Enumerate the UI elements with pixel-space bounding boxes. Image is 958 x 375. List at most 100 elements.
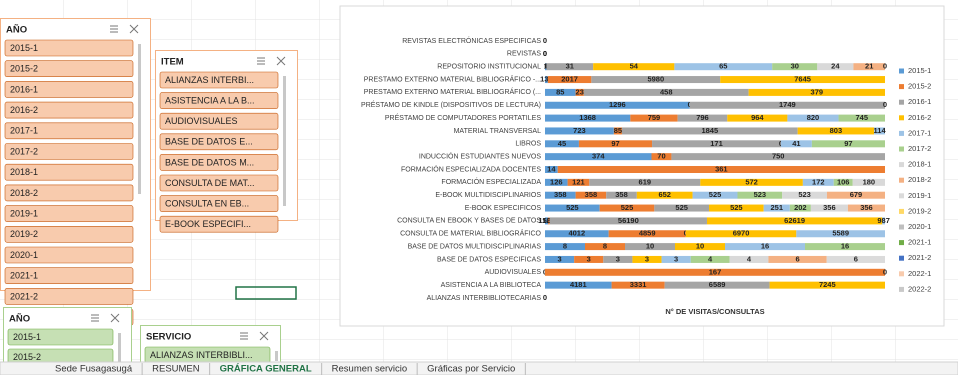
sheet-tab[interactable]: GRÁFICA GENERAL (220, 364, 312, 375)
slicer-item[interactable] (4, 122, 134, 140)
sheet-tab[interactable]: RESUMEN (152, 364, 200, 375)
selected-cell[interactable] (235, 286, 297, 300)
category-label: ASISTENCIA A LA BIBLIOTECA (441, 282, 542, 289)
data-label: 16 (841, 242, 849, 251)
slicer-item-label[interactable]: 2021-1 (10, 271, 38, 281)
slicer-item[interactable] (7, 328, 114, 346)
slicer-item[interactable] (4, 246, 134, 264)
slicer-item-label[interactable]: 2019-1 (10, 208, 38, 218)
slicer-item-label[interactable]: 2018-1 (10, 167, 38, 177)
slicer-item-label[interactable]: 2018-2 (10, 188, 38, 198)
slicer-item-label[interactable]: 2015-2 (10, 64, 38, 74)
slicer-item[interactable] (4, 205, 134, 222)
slicer-item[interactable] (159, 71, 279, 89)
slicer-item[interactable] (159, 195, 279, 212)
category-label: CONSULTA DE MATERIAL BIBLIOGRÁFICO (400, 229, 541, 238)
data-label: 7245 (819, 280, 836, 289)
bar-segment (720, 76, 885, 84)
data-label: 374 (592, 152, 605, 161)
bar-segment (613, 127, 622, 135)
category-label: BASE DE DATOS MULTIDISCIPLINARIAS (408, 243, 542, 250)
data-label: 3 (587, 254, 591, 263)
bar-segment (599, 204, 655, 212)
slicer-item-label[interactable]: 2015-1 (10, 43, 38, 53)
sheet-tab[interactable]: Sede Fusagasugá (55, 364, 133, 375)
slicer-item-label[interactable]: 2015-1 (13, 332, 41, 342)
data-label: 56190 (618, 216, 639, 225)
bar-segment (796, 230, 885, 238)
slicer-item[interactable] (159, 92, 279, 109)
bar-segment (838, 114, 885, 122)
bar-segment (833, 178, 853, 186)
slicer-item-label[interactable]: 2016-1 (10, 84, 38, 94)
slicer-item-label[interactable]: 2016-2 (10, 105, 38, 115)
data-label: 1 (544, 62, 548, 71)
data-label: 358 (554, 190, 567, 199)
bar-segment (591, 76, 721, 84)
data-label: 679 (850, 190, 863, 199)
slicer-item[interactable] (159, 133, 279, 151)
bar-segment (725, 243, 805, 251)
slicer-icons[interactable] (91, 313, 120, 323)
slicer-item-label[interactable]: BASE DE DATOS M... (165, 157, 254, 167)
bar-segment (882, 217, 885, 225)
slicer-item[interactable] (4, 143, 134, 160)
data-label: 41 (792, 139, 800, 148)
slicer-item-label[interactable]: 2017-1 (10, 126, 38, 136)
slicer-item[interactable] (4, 101, 134, 119)
sheet-tab[interactable]: Resumen servicio (332, 364, 408, 375)
data-label: 121 (572, 177, 585, 186)
slicer-item[interactable] (4, 81, 134, 98)
slicer-icons[interactable] (110, 24, 139, 34)
legend-label: 2021-2 (908, 253, 931, 262)
slicer-item[interactable] (159, 215, 279, 233)
bar-segment (585, 243, 625, 251)
legend-label: 2019-2 (908, 206, 931, 215)
slicer-item[interactable] (4, 226, 134, 243)
slicer-item[interactable] (159, 154, 279, 171)
bar-segment (630, 114, 678, 122)
data-label: 126 (550, 177, 563, 186)
slicer-item[interactable] (4, 39, 134, 57)
sheet-tab[interactable]: Gráficas por Servicio (427, 364, 515, 375)
bar-segment (709, 204, 764, 212)
slicer-item-label[interactable]: 2017-2 (10, 146, 38, 156)
legend-label: 2015-1 (908, 66, 931, 75)
slicer-item[interactable] (159, 112, 279, 130)
data-label: 180 (863, 177, 876, 186)
slicer-item-label[interactable]: ALIANZAS INTERBIBLI... (150, 350, 253, 360)
bar-segment (545, 281, 612, 289)
slicer-item-label[interactable]: 2021-2 (10, 291, 38, 301)
slicer-item-label[interactable]: AUDIOVISUALES (165, 116, 238, 126)
legend-swatch (899, 224, 904, 230)
data-label: 3 (674, 254, 678, 263)
data-label: 114 (874, 126, 887, 135)
slicer-item[interactable] (4, 288, 134, 305)
bar-segment (826, 191, 885, 199)
bar-segment (811, 140, 885, 148)
slicer-item-label[interactable]: ALIANZAS INTERBI... (165, 75, 254, 85)
slicer-item-label[interactable]: 2019-2 (10, 229, 38, 239)
slicer-item-label[interactable]: BASE DE DATOS E... (165, 137, 253, 147)
slicer-item-label[interactable]: E-BOOK ESPECIFI... (165, 219, 251, 229)
bar-segment (557, 166, 885, 173)
slicer-item-label[interactable]: ASISTENCIA A LA B... (165, 95, 255, 105)
slicer-item[interactable] (4, 184, 134, 202)
slicer-icons[interactable] (240, 331, 269, 341)
data-label: 0 (883, 100, 887, 109)
slicer-item-label[interactable]: CONSULTA DE MAT... (165, 178, 255, 188)
slicer-item[interactable] (4, 163, 134, 181)
slicer-item-label[interactable]: CONSULTA EN EB... (165, 198, 249, 208)
legend-label: 2020-1 (908, 222, 931, 231)
data-label: 0 (543, 49, 547, 58)
data-label: 2017 (561, 75, 578, 84)
bar-segment (805, 243, 885, 251)
slicer-item[interactable] (4, 60, 134, 78)
slicer-item-label[interactable]: 2020-1 (10, 250, 38, 260)
slicer-icons[interactable] (257, 56, 286, 66)
slicer-item[interactable] (159, 174, 279, 192)
slicer-item-label[interactable]: 2015-2 (13, 352, 41, 362)
data-label: 525 (730, 203, 743, 212)
legend-swatch (899, 240, 904, 246)
slicer-item[interactable] (4, 267, 134, 285)
